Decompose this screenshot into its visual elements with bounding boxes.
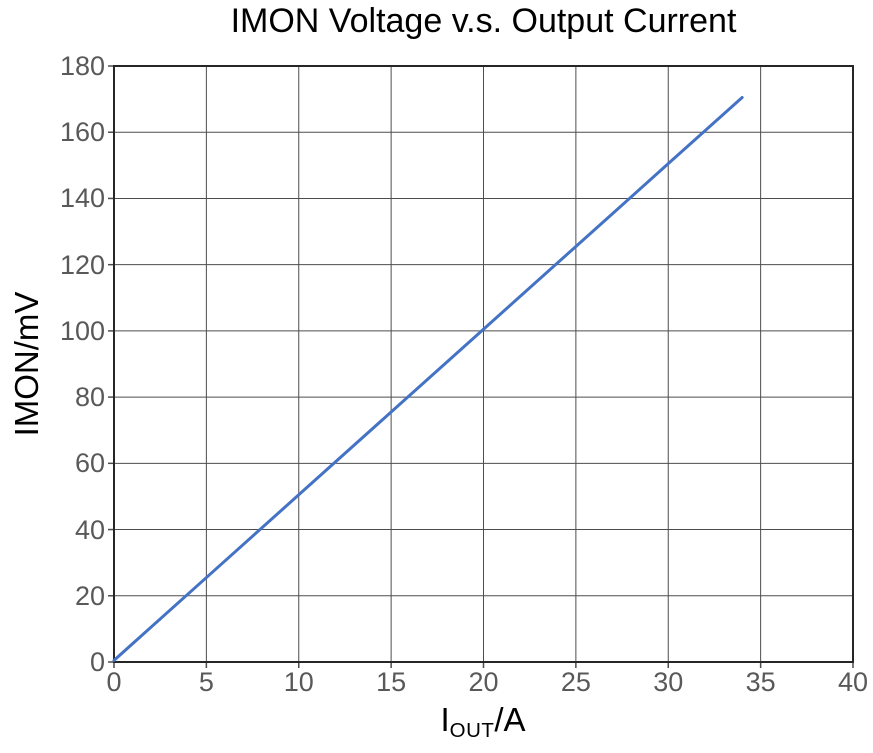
y-tick-label: 20 <box>74 580 105 611</box>
y-tick-label: 100 <box>59 315 105 346</box>
y-tick-label: 40 <box>74 514 105 545</box>
x-tick-label: 5 <box>198 667 214 697</box>
x-tick-label: 35 <box>745 667 776 697</box>
y-tick-label: 140 <box>59 183 105 214</box>
y-tick-label: 80 <box>74 382 105 413</box>
plot-border <box>113 65 854 663</box>
x-tick-label: 10 <box>283 667 314 697</box>
x-tick-label: 25 <box>560 667 591 697</box>
y-tick-label: 160 <box>59 117 105 148</box>
x-axis-title-base: I <box>440 701 450 739</box>
x-axis-title-subscript: OUT <box>449 718 495 742</box>
data-line <box>112 95 744 662</box>
x-tick-label: 40 <box>837 667 869 697</box>
x-axis-title-suffix: /A <box>494 701 526 739</box>
y-tick-label: 0 <box>89 647 105 677</box>
x-tick-label: 15 <box>376 667 407 697</box>
y-tick-label: 180 <box>59 51 105 81</box>
y-tick-label: 60 <box>74 448 105 479</box>
x-axis-title: IOUT/A <box>441 701 526 743</box>
x-tick-label: 30 <box>653 667 684 697</box>
x-tick-label: 0 <box>106 667 122 697</box>
y-tick-label: 120 <box>59 249 105 280</box>
chart-title: IMON Voltage v.s. Output Current <box>230 2 737 40</box>
x-tick-label: 20 <box>468 667 499 697</box>
